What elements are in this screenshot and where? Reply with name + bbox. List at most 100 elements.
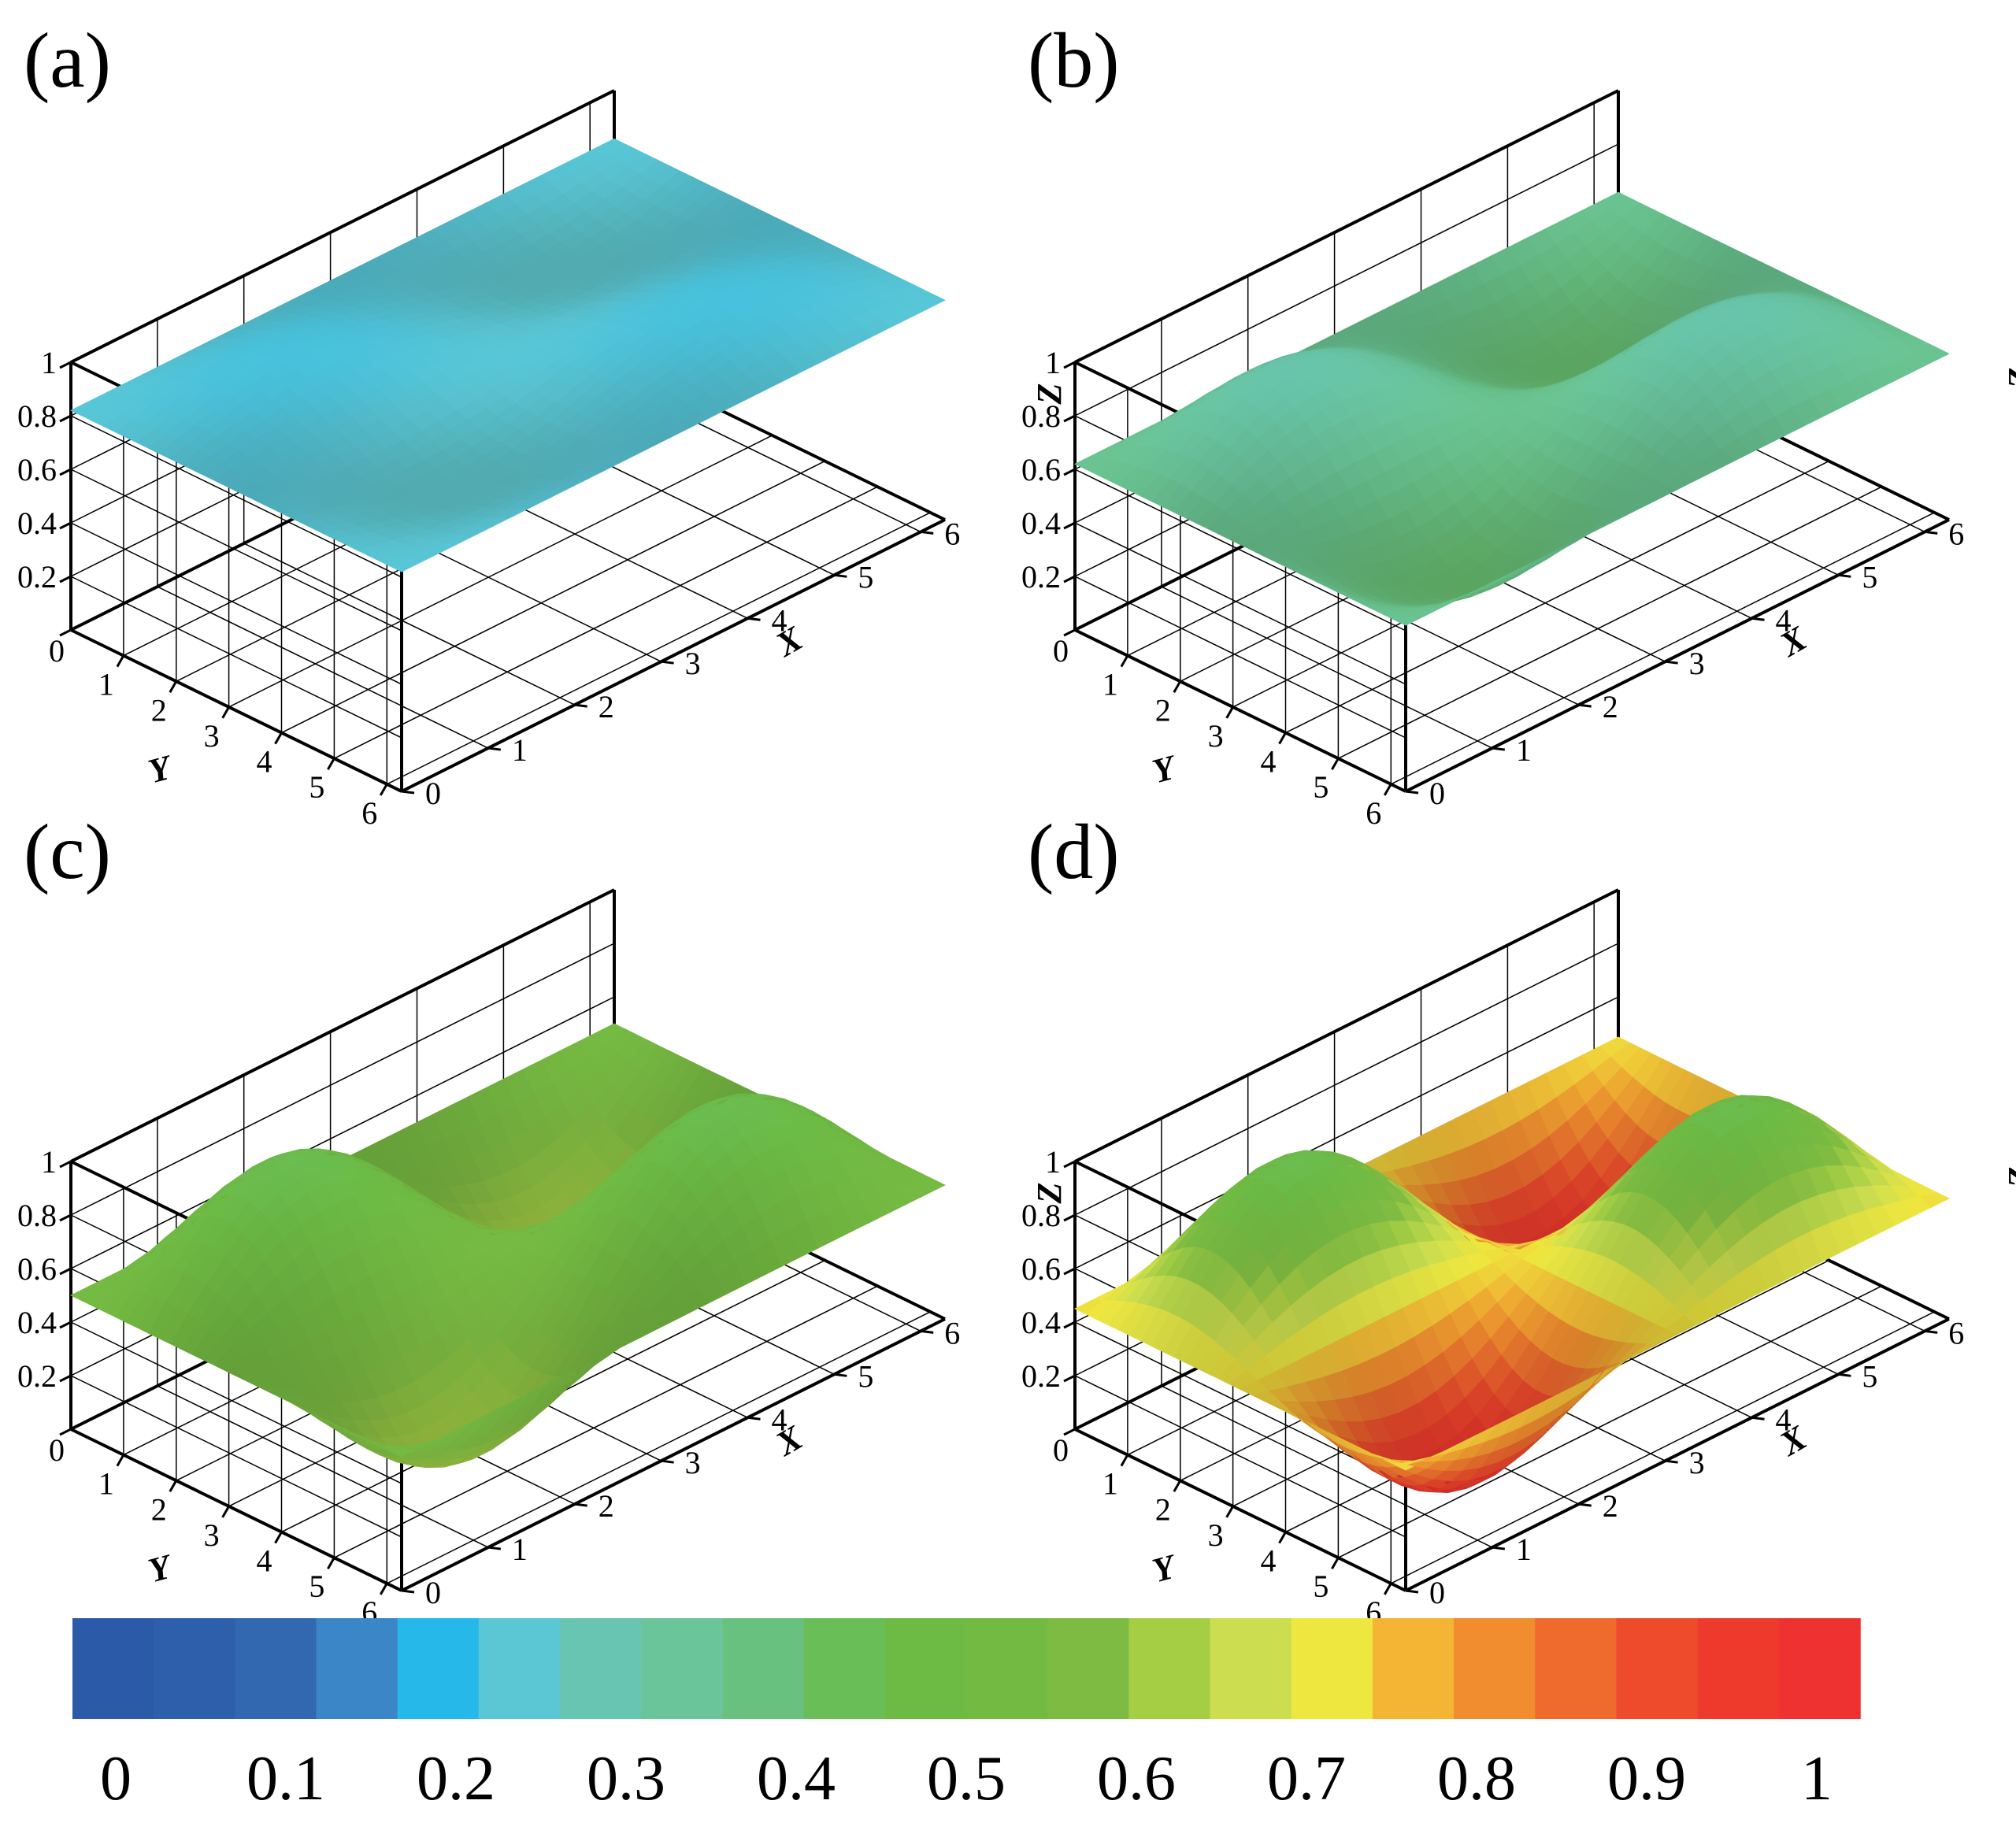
x-tick <box>1665 1459 1678 1464</box>
colorbar-segment <box>316 1618 398 1719</box>
floor-grid-line <box>281 460 825 734</box>
x-tick <box>1925 530 1938 535</box>
floor-grid-line <box>157 1385 489 1548</box>
colorbar-label: 0.5 <box>927 1744 1006 1813</box>
x-tick-label: 1 <box>1516 1532 1532 1567</box>
x-tick <box>661 1459 674 1464</box>
x-tick-label: 4 <box>1775 602 1791 638</box>
y-tick <box>116 1454 125 1467</box>
y-tick <box>221 1506 230 1518</box>
z-tick-label: 1 <box>41 1144 57 1180</box>
z-tick-label: 0.6 <box>1021 452 1061 487</box>
surface-patch <box>1919 1192 1950 1208</box>
colorbar-segment <box>478 1618 561 1719</box>
colorbar-label: 0 <box>100 1744 132 1813</box>
y-tick-label: 1 <box>98 667 114 702</box>
colorbar-segment <box>1047 1618 1130 1719</box>
x-tick <box>834 573 847 578</box>
axis-frame <box>70 89 615 364</box>
z-tick-label: 1 <box>41 345 57 380</box>
floor-grid-line <box>1161 586 1493 749</box>
y-tick <box>221 706 230 719</box>
axis-frame <box>1074 1428 1406 1592</box>
surface-patch <box>915 1179 946 1195</box>
y-tick-label: 6 <box>1366 795 1381 831</box>
y-tick-label: 4 <box>1261 1543 1277 1579</box>
panel-b: (b) 00.20.40.60.811234560123456YXZZ <box>1021 17 2016 831</box>
z-tick <box>1063 1267 1076 1276</box>
x-tick <box>574 703 587 708</box>
x-tick-label: 0 <box>425 776 441 811</box>
panel-d: (d) 00.20.40.60.811234560123456YXZZ <box>1021 808 2016 1630</box>
floor-grid-line <box>243 543 576 706</box>
y-tick <box>327 758 335 770</box>
y-tick <box>1331 1557 1340 1569</box>
x-tick <box>401 790 415 795</box>
colorbar-label: 0.6 <box>1097 1744 1176 1813</box>
z-tick-label: 0.8 <box>17 1198 57 1233</box>
axis-frame <box>70 888 615 1163</box>
y-tick <box>169 1480 178 1493</box>
y-tick-label: 3 <box>1208 718 1224 754</box>
x-tick-label: 6 <box>944 1315 960 1350</box>
y-tick <box>116 654 125 668</box>
x-tick-label: 4 <box>771 1402 787 1437</box>
axis-frame <box>1074 89 1619 364</box>
wall-grid-line <box>1074 143 1619 417</box>
floor-grid-line <box>1285 460 1829 734</box>
colorbar-segment <box>72 1618 154 1719</box>
floor-grid-line <box>386 1311 931 1584</box>
z-tick-label: 0 <box>49 633 65 669</box>
z-tick-label: 0.2 <box>17 1358 57 1394</box>
z-tick <box>59 575 72 583</box>
y-tick <box>379 783 388 796</box>
colorbar-segment <box>397 1618 480 1719</box>
y-tick <box>169 680 178 694</box>
x-tick-label: 0 <box>1429 776 1445 811</box>
x-tick <box>1405 790 1419 795</box>
colorbar-label: 0.9 <box>1607 1744 1686 1813</box>
wall-grid-line <box>70 943 615 1216</box>
colorbar-label: 0.7 <box>1267 1744 1346 1813</box>
wall-grid-line <box>70 996 615 1269</box>
z-tick-label: 0.2 <box>17 559 57 595</box>
z-tick-label: 0.6 <box>17 452 57 487</box>
colorbar-label: 0.4 <box>757 1744 836 1813</box>
x-tick-label: 2 <box>598 1488 614 1524</box>
y-axis-title: Y <box>144 747 178 791</box>
z-tick <box>59 1267 72 1276</box>
z-tick-label: 0 <box>1053 633 1069 669</box>
colorbar-label: 0.2 <box>417 1744 495 1813</box>
axis-frame <box>401 1317 946 1592</box>
z-tick-label: 0.4 <box>1021 1305 1061 1340</box>
z-tick <box>1063 414 1076 423</box>
x-tick-label: 3 <box>1689 1445 1705 1480</box>
y-tick-label: 4 <box>257 744 272 780</box>
x-tick-label: 6 <box>1948 516 1964 551</box>
floor-grid-line <box>334 1285 878 1558</box>
x-tick <box>574 1502 587 1507</box>
x-tick <box>747 1416 761 1421</box>
floor-grid-line <box>386 512 931 785</box>
colorbar-segment <box>1778 1618 1861 1719</box>
z-tick <box>59 1160 72 1169</box>
y-tick-label: 1 <box>1102 667 1118 702</box>
colorbar-segment <box>1535 1618 1618 1719</box>
axis-frame <box>1074 628 1406 793</box>
colorbar-segment <box>1210 1618 1292 1719</box>
z-tick <box>1063 468 1076 476</box>
x-tick <box>1405 1589 1419 1594</box>
colorbar-segment <box>1372 1618 1455 1719</box>
x-tick <box>1751 617 1765 621</box>
colorbar-segment <box>1697 1618 1780 1719</box>
x-tick-label: 3 <box>685 1445 701 1480</box>
y-tick-label: 4 <box>1261 744 1277 780</box>
y-tick <box>379 1583 388 1595</box>
x-tick-label: 5 <box>858 559 873 595</box>
x-tick-label: 6 <box>944 516 960 551</box>
surface <box>1074 1036 1950 1493</box>
x-tick <box>921 530 934 535</box>
z-tick <box>1063 1160 1076 1169</box>
y-tick-label: 4 <box>257 1543 272 1579</box>
y-axis-title: Y <box>144 1547 178 1590</box>
